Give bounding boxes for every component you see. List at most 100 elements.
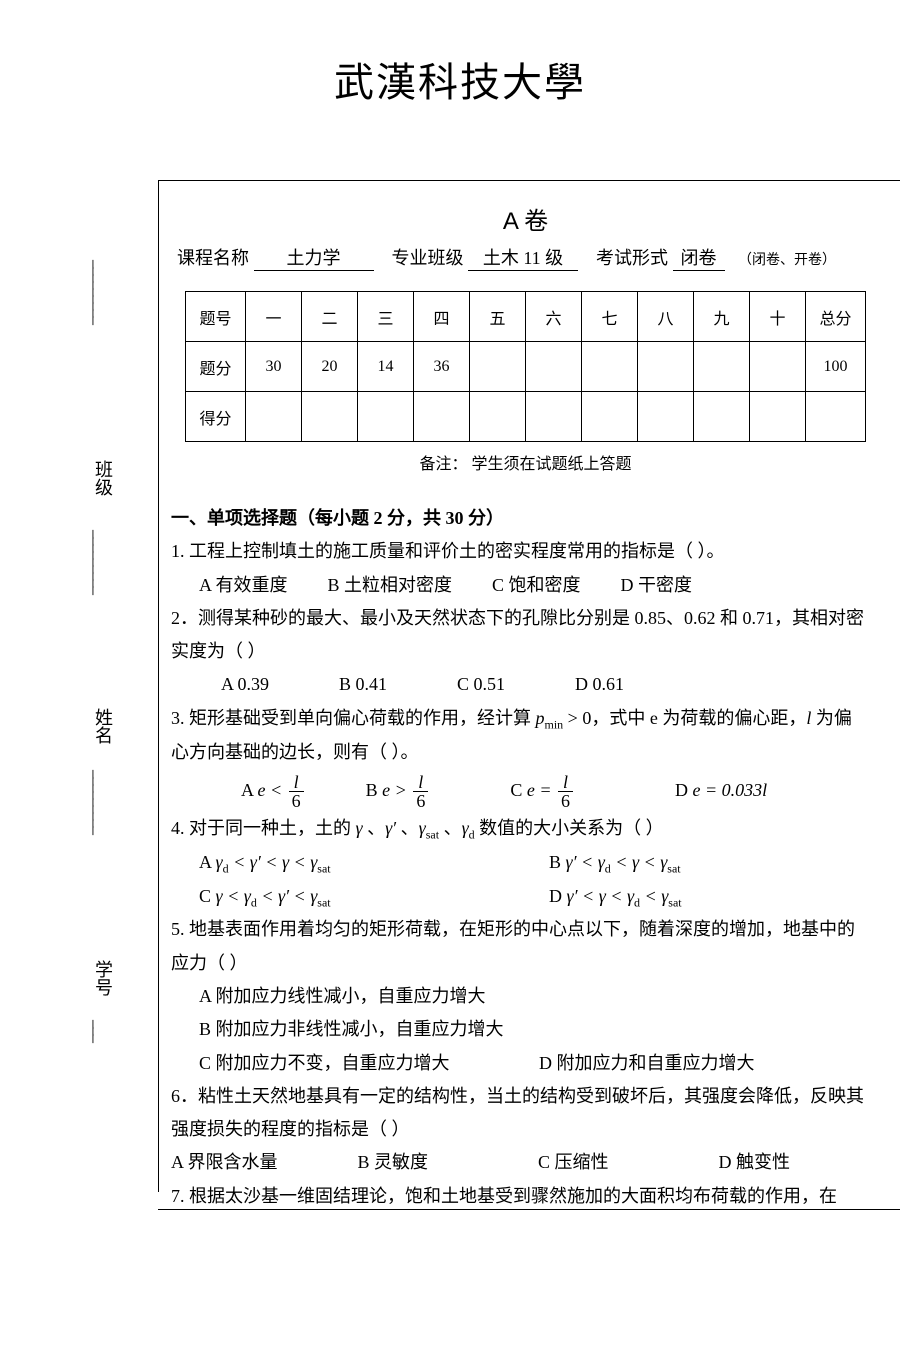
- q3-stem-b: ，式中 e 为荷载的偏心距，: [591, 708, 806, 728]
- q4-gsat: γ: [419, 818, 426, 838]
- q4-stem-b: 数值的大小关系为（ ）: [475, 818, 664, 838]
- q3-d: D e = 0.033l: [675, 769, 767, 812]
- q3-a: A e < l6: [241, 769, 306, 812]
- q5-b: B 附加应力非线性减小，自重应力增大: [199, 1013, 504, 1046]
- q3-c-expr: e =: [527, 780, 556, 800]
- points-label-cell: 题分: [186, 342, 246, 392]
- score-header-cell: 四: [414, 292, 470, 342]
- score-table-score-row: 得分: [186, 392, 866, 442]
- q1-d: D 干密度: [621, 569, 693, 602]
- q6-b: B 灵敏度: [358, 1146, 429, 1179]
- q2-a: A 0.39: [221, 668, 269, 701]
- points-cell: 36: [414, 342, 470, 392]
- q5-stem-b: 应力（ ）: [171, 947, 880, 980]
- q2-d: D 0.61: [575, 668, 624, 701]
- paper-version-label: A 卷: [169, 201, 882, 236]
- points-cell: [694, 342, 750, 392]
- q4-b: B γ′ < γd < γ < γsat: [549, 846, 681, 880]
- q6-stem-a: 6．粘性土天然地基具有一定的结构性，当土的结构受到破坏后，其强度会降低，反映其: [171, 1080, 880, 1113]
- q4-stem: 4. 对于同一种土，土的 γ 、γ′ 、γsat 、γd 数值的大小关系为（ ）: [171, 812, 880, 846]
- university-name: 武漢科技大學: [0, 50, 920, 108]
- points-cell: [526, 342, 582, 392]
- points-cell: 20: [302, 342, 358, 392]
- q1-a: A 有效重度: [199, 569, 288, 602]
- q3-pmin-sub: min: [545, 717, 564, 731]
- q3-d-label: D: [675, 780, 693, 800]
- q4-a-pre: A: [199, 852, 216, 872]
- q4-sep1: 、: [363, 818, 386, 838]
- score-cell: [414, 392, 470, 442]
- q6-d: D 触变性: [719, 1146, 791, 1179]
- q5-stem-a: 5. 地基表面作用着均匀的矩形荷载，在矩形的中心点以下，随着深度的增加，地基中的: [171, 913, 880, 946]
- points-cell: 14: [358, 342, 414, 392]
- score-header-cell: 题号: [186, 292, 246, 342]
- q1-b: B 土粒相对密度: [328, 569, 453, 602]
- q3-c-label: C: [510, 780, 527, 800]
- binding-margin: _________ 班级 _________ 姓名 _________ 学号 _…: [90, 260, 130, 1160]
- q3-stem-a: 3. 矩形基础受到单向偏心荷载的作用，经计算: [171, 708, 536, 728]
- seg-line-4: ___: [90, 1020, 111, 1041]
- q4-a: A γd < γ′ < γ < γsat: [199, 846, 509, 880]
- questions-content: 一、单项选择题（每小题 2 分，共 30 分） 1. 工程上控制填土的施工质量和…: [169, 502, 882, 1213]
- q4-c: C γ < γd < γ′ < γsat: [199, 880, 509, 914]
- q3-stem-line2: 心方向基础的边长，则有（ ）。: [171, 736, 880, 769]
- score-label-cell: 得分: [186, 392, 246, 442]
- q2-c: C 0.51: [457, 668, 505, 701]
- q1-stem: 1. 工程上控制填土的施工质量和评价土的密实程度常用的指标是（ ）。: [171, 535, 880, 568]
- q3-a-num: l: [289, 773, 304, 792]
- q1-options: A 有效重度 B 土粒相对密度 C 饱和密度 D 干密度: [171, 569, 880, 602]
- q4-d: D γ′ < γ < γd < γsat: [549, 880, 682, 914]
- q4-b-pre: B: [549, 852, 566, 872]
- q6-a: A 界限含水量: [171, 1146, 278, 1179]
- exam-body: A 卷 课程名称 土力学 专业班级 土木 11 级 考试形式 闭卷 （闭卷、开卷…: [158, 180, 900, 1192]
- score-header-cell: 总分: [806, 292, 866, 342]
- mode-note: （闭卷、开卷）: [738, 253, 836, 268]
- points-cell: 30: [246, 342, 302, 392]
- q2-options: A 0.39 B 0.41 C 0.51 D 0.61: [171, 668, 880, 701]
- score-header-cell: 十: [750, 292, 806, 342]
- score-cell: [694, 392, 750, 442]
- q3-b-expr: e >: [382, 780, 411, 800]
- score-cell: [638, 392, 694, 442]
- score-header-cell: 七: [582, 292, 638, 342]
- q3-b-den: 6: [413, 792, 428, 810]
- q4-c-pre: C: [199, 886, 216, 906]
- score-header-cell: 三: [358, 292, 414, 342]
- points-cell: 100: [806, 342, 866, 392]
- q3-gt0: > 0: [563, 708, 591, 728]
- q3-c-num: l: [558, 773, 573, 792]
- q4-sep2: 、: [396, 818, 419, 838]
- class-label: 专业班级: [392, 248, 464, 268]
- q4-d-pre: D: [549, 886, 567, 906]
- header-info-line: 课程名称 土力学 专业班级 土木 11 级 考试形式 闭卷 （闭卷、开卷）: [169, 244, 882, 271]
- score-header-cell: 五: [470, 292, 526, 342]
- q3-a-label: A: [241, 780, 258, 800]
- q6-stem-b: 强度损失的程度的指标是（ ）: [171, 1113, 880, 1146]
- score-header-cell: 六: [526, 292, 582, 342]
- q2-stem-b: 实度为（ ）: [171, 635, 880, 668]
- seg-line-2: _________: [90, 530, 111, 593]
- q5-d: D 附加应力和自重应力增大: [539, 1047, 755, 1080]
- score-table-header-row: 题号一二三四五六七八九十总分: [186, 292, 866, 342]
- points-cell: [582, 342, 638, 392]
- score-cell: [750, 392, 806, 442]
- mode-label: 考试形式: [596, 248, 668, 268]
- id-vertical-label: 学号: [90, 960, 116, 996]
- q4-sat-sub: sat: [426, 828, 439, 842]
- q4-c-expr: γ < γd < γ′ < γsat: [216, 886, 331, 906]
- q2-stem-a: 2．测得某种砂的最大、最小及天然状态下的孔隙比分别是 0.85、0.62 和 0…: [171, 602, 880, 635]
- q5-c: C 附加应力不变，自重应力增大: [199, 1047, 519, 1080]
- q4-b-expr: γ′ < γd < γ < γsat: [566, 852, 681, 872]
- score-header-cell: 一: [246, 292, 302, 342]
- points-cell: [750, 342, 806, 392]
- q6-options: A 界限含水量 B 灵敏度 C 压缩性 D 触变性: [171, 1146, 880, 1179]
- section-1-title: 一、单项选择题（每小题 2 分，共 30 分）: [171, 502, 880, 535]
- q1-c: C 饱和密度: [492, 569, 581, 602]
- seg-line-1: _________: [90, 260, 111, 323]
- score-cell: [302, 392, 358, 442]
- q4-stem-a: 4. 对于同一种土，土的: [171, 818, 356, 838]
- q4-gp: γ′: [385, 818, 396, 838]
- q4-d-expr: γ′ < γ < γd < γsat: [567, 886, 682, 906]
- q3-a-den: 6: [289, 792, 304, 810]
- score-cell: [526, 392, 582, 442]
